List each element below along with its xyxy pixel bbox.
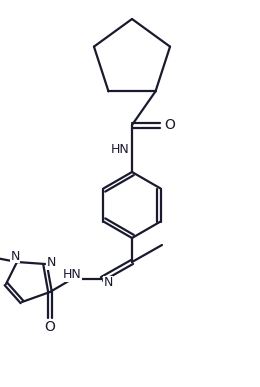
Text: HN: HN bbox=[110, 142, 129, 156]
Text: HN: HN bbox=[63, 269, 81, 281]
Text: N: N bbox=[10, 250, 20, 262]
Text: N: N bbox=[46, 257, 56, 269]
Text: N: N bbox=[103, 276, 113, 289]
Text: O: O bbox=[165, 118, 176, 132]
Text: O: O bbox=[44, 320, 55, 334]
